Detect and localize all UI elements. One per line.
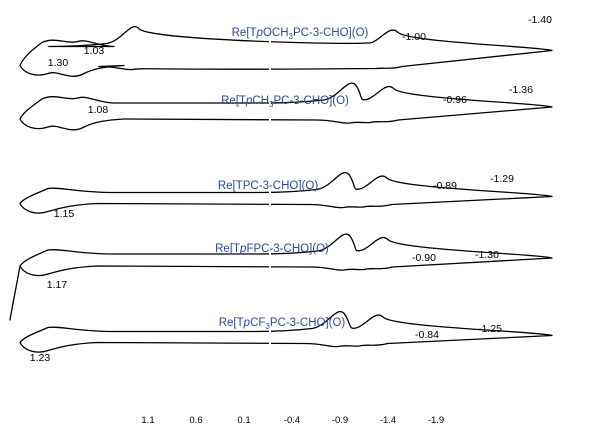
peak-label: 1.30: [48, 57, 69, 69]
peak-label: -0.96: [443, 94, 467, 106]
peak-labels: 1.30 1.03 -1.00 -1.40 1.08 -0.96 -1.36 1.15 -0.8…: [30, 14, 552, 364]
x-tick-label: 0.1: [237, 415, 250, 426]
x-tick-label: -1.4: [380, 415, 396, 426]
peak-label: -0.89: [433, 180, 457, 192]
x-tick-label: 1.1: [141, 415, 154, 426]
x-tick-label: -0.4: [284, 415, 300, 426]
x-tick-label: -1.9: [428, 415, 444, 426]
peak-label: -1.00: [402, 31, 426, 43]
peak-label: 1.08: [88, 104, 109, 116]
series-title-1: Re[TpOCH3PC-3-CHO](O): [232, 27, 369, 41]
peak-label: -1.40: [528, 14, 552, 26]
peak-label: 1.17: [47, 279, 68, 291]
cv-curve-4: [9, 233, 553, 321]
cv-curve-3: [19, 172, 553, 214]
cv-curve-1: [19, 26, 553, 77]
peak-label: 1.15: [54, 208, 75, 220]
cv-curve-2: [19, 82, 553, 131]
cv-curve-5: [19, 311, 553, 353]
peak-label: -0.90: [412, 252, 436, 264]
peak-label: 1.03: [84, 45, 105, 57]
series-title-5: Re[TpCF3PC-3-CHO](O): [219, 317, 346, 331]
peak-label: -1.25: [478, 323, 502, 335]
series-title-3: Re[TPC-3-CHO](O): [218, 180, 318, 192]
peak-label: -1.29: [490, 173, 514, 185]
series-title-4: Re[TpFPC-3-CHO](O): [215, 243, 329, 255]
x-axis-ticks: 1.1 0.6 0.1 -0.4 -0.9 -1.4 -1.9: [141, 415, 444, 426]
cv-curves: [9, 26, 553, 353]
series-title-2: Re[TpCH3PC-3-CHO](O): [221, 95, 349, 109]
peak-label: -1.30: [475, 249, 499, 261]
series-titles: Re[TpOCH3PC-3-CHO](O) Re[TpCH3PC-3-CHO](O…: [215, 27, 368, 331]
x-tick-label: -0.9: [332, 415, 348, 426]
peak-label: -0.84: [415, 329, 439, 341]
peak-label: -1.36: [509, 84, 533, 96]
x-tick-label: 0.6: [189, 415, 202, 426]
peak-label: 1.23: [30, 352, 51, 364]
